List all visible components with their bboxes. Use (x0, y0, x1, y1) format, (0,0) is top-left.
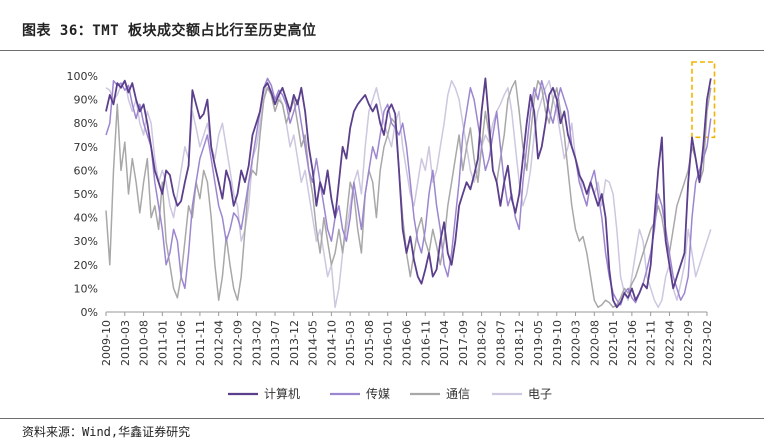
y-tick-label: 90% (74, 94, 98, 107)
series-line-1 (105, 77, 712, 309)
legend-label-1: 计算机 (264, 386, 300, 401)
y-tick-label: 30% (74, 235, 98, 248)
y-tick-label: 40% (74, 212, 98, 225)
x-tick-label: 2023-02 (701, 320, 714, 366)
x-tick-label: 2021-01 (607, 320, 620, 366)
highlight-box-layer (691, 61, 716, 139)
x-tick-label: 2013-12 (288, 320, 301, 366)
bottom-rule (0, 418, 764, 419)
x-tick-label: 2011-01 (156, 320, 169, 366)
x-tick-label: 2016-06 (401, 320, 414, 366)
x-tick-label: 2018-12 (513, 320, 526, 366)
x-tick-label: 2020-08 (588, 320, 601, 366)
highlight-box (691, 61, 716, 139)
y-tick-label: 60% (74, 164, 98, 177)
x-tick-label: 2017-04 (438, 320, 451, 366)
x-tick-label: 2016-11 (419, 320, 432, 366)
x-tick-label: 2013-07 (269, 320, 282, 366)
x-tick-label: 2014-10 (325, 320, 338, 366)
y-tick-label: 50% (74, 188, 98, 201)
figure-title: 图表 36：TMT 板块成交额占比行至历史高位 (22, 23, 317, 39)
series-layer (105, 77, 712, 309)
x-tick-label: 2011-11 (194, 320, 207, 366)
x-tick-label: 2018-07 (494, 320, 507, 366)
x-tick-label: 2015-08 (363, 320, 376, 366)
legend-label-4: 电子 (528, 387, 552, 401)
x-tick-label: 2011-06 (175, 320, 188, 366)
x-tick-label: 2019-05 (532, 320, 545, 366)
y-tick-label: 80% (74, 117, 98, 130)
x-tick-label: 2010-08 (138, 320, 151, 366)
x-tick-label: 2017-09 (457, 320, 470, 366)
legend: 计算机 传媒 通信 电子 (228, 386, 552, 401)
x-tick-label: 2020-03 (570, 320, 583, 366)
legend-label-2: 传媒 (366, 386, 390, 401)
x-tick-label: 2014-05 (307, 320, 320, 366)
axis-layer: 0% 10% 20% 30% 40% 50% 60% 70% 80% 90% 100% 2009-10… (67, 70, 714, 366)
y-tick-label: 100% (67, 70, 98, 83)
x-tick-label: 2022-04 (663, 320, 676, 366)
x-tick-label: 2010-03 (119, 320, 132, 366)
top-rule (0, 50, 764, 51)
x-tick-label: 2013-02 (250, 320, 263, 366)
y-tick-label: 70% (74, 141, 98, 154)
x-tick-label: 2016-01 (382, 320, 395, 366)
x-tick-label: 2015-03 (344, 320, 357, 366)
x-tick-label: 2019-10 (551, 320, 564, 366)
x-tick-label: 2009-10 (100, 320, 113, 366)
x-tick-label: 2018-02 (476, 320, 489, 366)
x-tick-label: 2021-06 (626, 320, 639, 366)
series-line-3 (105, 79, 712, 309)
series-line-4 (105, 77, 712, 309)
x-tick-label: 2012-09 (231, 320, 244, 366)
x-tick-label: 2021-11 (645, 320, 658, 366)
x-tick-label: 2022-09 (682, 320, 695, 366)
y-tick-label: 20% (74, 259, 98, 272)
legend-label-3: 通信 (446, 387, 470, 401)
y-tick-label: 10% (74, 282, 98, 295)
x-tick-label: 2012-04 (213, 320, 226, 366)
figure-source: 资料来源：Wind,华鑫证券研究 (22, 425, 191, 439)
y-tick-label: 0% (81, 306, 98, 319)
